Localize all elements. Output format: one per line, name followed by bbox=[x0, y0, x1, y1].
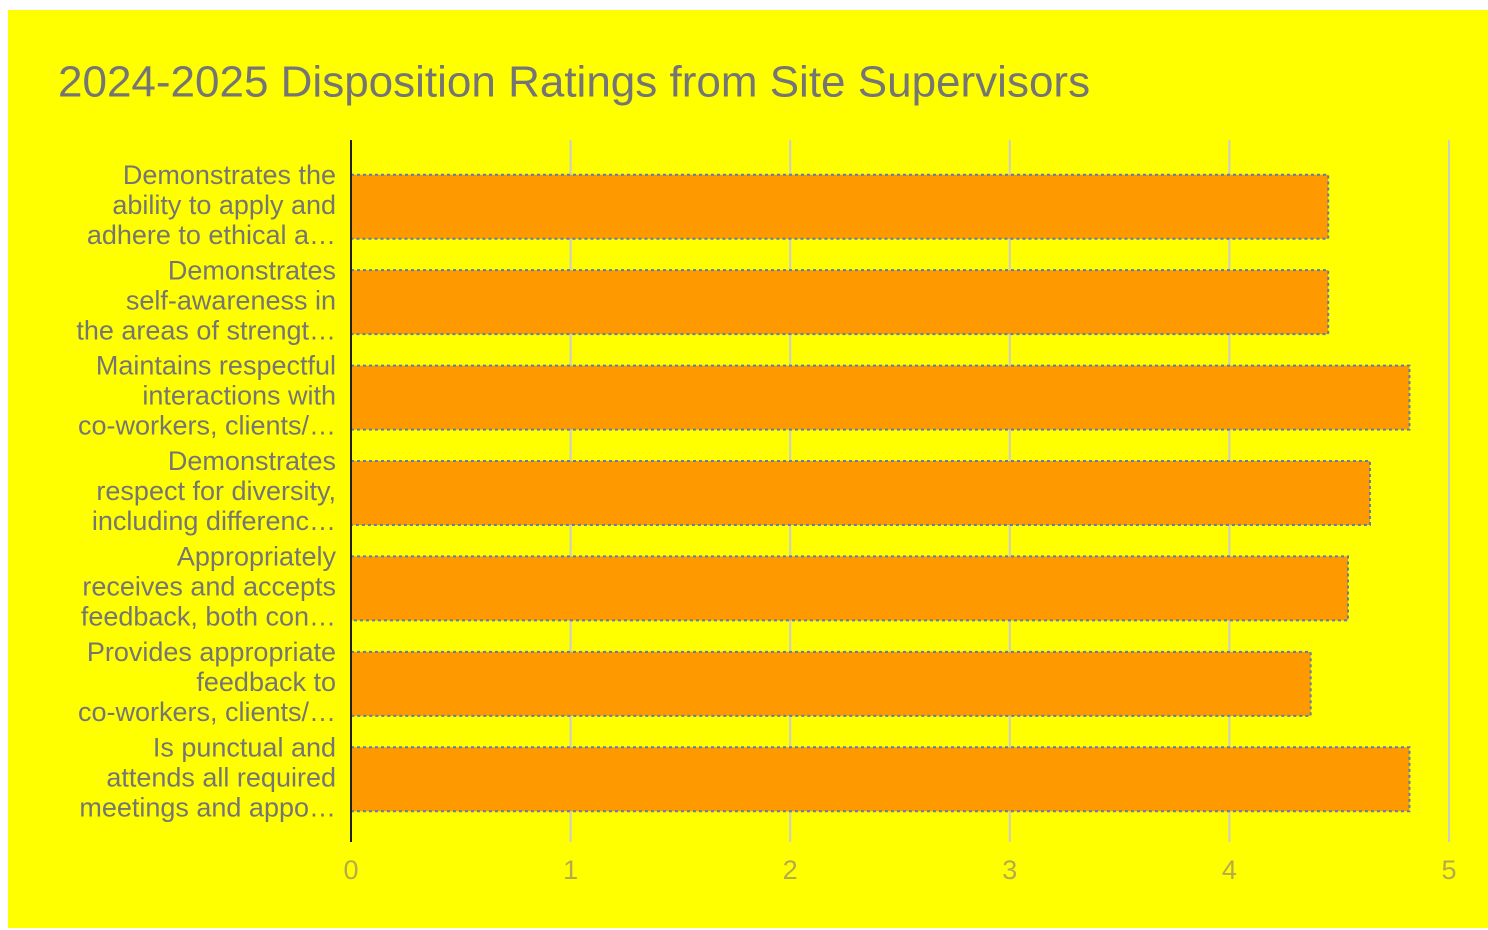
y-tick-label: Provides appropriate bbox=[87, 637, 336, 667]
bar bbox=[350, 364, 1411, 431]
bar bbox=[350, 173, 1330, 240]
y-tick-label: receives and accepts bbox=[82, 572, 336, 602]
x-tick-label: 4 bbox=[1222, 855, 1237, 885]
y-tick-label: meetings and appo… bbox=[79, 792, 336, 822]
y-tick-label: ability to apply and bbox=[112, 190, 336, 220]
y-tick-label: respect for diversity, bbox=[96, 476, 336, 506]
y-tick-label: Appropriately bbox=[177, 542, 337, 572]
y-tick-label: co-workers, clients/… bbox=[78, 411, 336, 441]
y-tick-label: self-awareness in bbox=[126, 285, 336, 315]
bar bbox=[350, 460, 1371, 526]
x-tick-label: 1 bbox=[563, 855, 578, 885]
y-tick-label: Demonstrates the bbox=[123, 160, 336, 190]
y-tick-label: the areas of strengt… bbox=[76, 315, 336, 345]
x-tick-label: 2 bbox=[783, 855, 798, 885]
y-tick-label: feedback to bbox=[196, 667, 336, 697]
y-tick-label: feedback, both con… bbox=[81, 602, 336, 632]
y-tick-label: co-workers, clients/… bbox=[78, 697, 336, 727]
chart-title: 2024-2025 Disposition Ratings from Site … bbox=[58, 58, 1090, 107]
x-tick-label: 5 bbox=[1441, 855, 1456, 885]
bar bbox=[350, 555, 1349, 622]
y-tick-label: interactions with bbox=[142, 381, 336, 411]
y-tick-label: Is punctual and bbox=[153, 732, 336, 762]
y-tick-label: attends all required bbox=[106, 762, 336, 792]
x-tick-label: 3 bbox=[1002, 855, 1017, 885]
bar bbox=[350, 650, 1312, 717]
bar bbox=[350, 269, 1330, 336]
bar bbox=[350, 746, 1411, 813]
x-tick-label: 0 bbox=[343, 855, 358, 885]
y-tick-label: including differenc… bbox=[92, 506, 336, 536]
y-tick-label: Maintains respectful bbox=[96, 351, 336, 381]
y-tick-label: Demonstrates bbox=[168, 446, 336, 476]
y-tick-label: adhere to ethical a… bbox=[87, 220, 336, 250]
y-tick-label: Demonstrates bbox=[168, 255, 336, 285]
